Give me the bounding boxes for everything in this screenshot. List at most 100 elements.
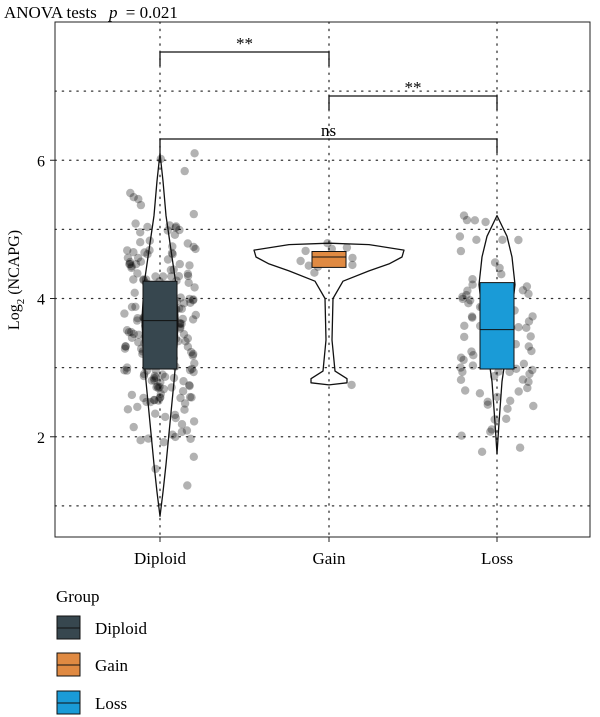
data-point: [123, 253, 133, 262]
data-point: [121, 342, 130, 351]
data-point: [524, 317, 534, 326]
data-point: [159, 438, 168, 447]
data-point: [177, 427, 187, 437]
data-point: [458, 294, 467, 304]
data-point: [129, 329, 138, 339]
data-point: [347, 380, 356, 390]
data-point: [139, 371, 149, 381]
data-point: [190, 149, 199, 158]
data-point: [154, 383, 163, 393]
data-point: [133, 253, 143, 263]
y-tick-label: 6: [37, 153, 45, 170]
data-point: [466, 296, 475, 305]
legend-title: Group: [56, 587, 99, 606]
data-point: [175, 225, 184, 235]
data-point: [495, 263, 504, 273]
data-point: [153, 382, 162, 391]
significance-label: **: [236, 34, 253, 53]
data-point: [170, 410, 180, 420]
data-point: [327, 244, 336, 253]
data-point: [133, 269, 142, 278]
data-point: [514, 387, 523, 396]
data-point: [464, 299, 473, 308]
violin-gain: [253, 242, 405, 386]
data-point: [155, 393, 164, 402]
significance-bracket: [328, 95, 498, 110]
data-point: [131, 302, 140, 311]
violins: [141, 152, 516, 517]
data-point: [124, 328, 134, 337]
data-point: [185, 261, 194, 270]
data-point: [502, 414, 511, 423]
data-point: [132, 316, 142, 325]
data-point: [518, 375, 528, 384]
legend: Group Diploid Gain Loss: [56, 587, 147, 715]
data-point: [179, 299, 189, 308]
data-point: [167, 383, 176, 392]
data-point: [493, 392, 502, 402]
data-point: [456, 246, 466, 256]
data-point: [178, 314, 187, 324]
data-point: [123, 405, 133, 414]
data-point: [129, 422, 138, 432]
data-point: [462, 290, 471, 300]
x-tick-label: Diploid: [134, 549, 186, 568]
box-diploid: [142, 280, 178, 370]
data-point: [180, 166, 189, 176]
data-point: [125, 259, 134, 269]
data-point: [177, 304, 186, 313]
data-point: [184, 278, 193, 287]
data-point: [183, 269, 193, 278]
data-point: [174, 272, 184, 281]
data-point: [458, 367, 467, 377]
data-point: [191, 244, 200, 254]
data-point: [472, 235, 481, 244]
data-point: [136, 228, 145, 237]
data-point: [180, 399, 190, 408]
data-point: [156, 378, 165, 387]
legend-label-loss: Loss: [95, 694, 127, 713]
data-point: [342, 243, 352, 252]
data-point: [524, 342, 533, 351]
data-point: [144, 434, 153, 443]
y-axis-label: Log2 (NCAPG): [6, 230, 27, 330]
data-point: [150, 376, 159, 385]
data-point: [122, 326, 132, 335]
data-point: [120, 366, 129, 375]
data-point: [178, 387, 188, 396]
data-point: [469, 351, 478, 360]
data-point: [127, 302, 137, 312]
data-point: [186, 434, 195, 443]
data-point: [122, 366, 132, 375]
data-point: [127, 262, 136, 271]
data-point: [154, 396, 163, 405]
significance-bracket: [159, 51, 330, 66]
data-point: [505, 367, 514, 377]
data-point: [506, 396, 515, 405]
data-point: [140, 248, 149, 257]
data-point: [131, 219, 140, 228]
data-point: [181, 337, 190, 346]
data-point: [129, 193, 138, 202]
data-point: [185, 365, 195, 375]
data-point: [121, 342, 130, 351]
data-point: [136, 200, 146, 210]
data-point: [189, 367, 198, 377]
data-point: [522, 323, 531, 332]
significance-bracket: [159, 138, 498, 153]
data-point: [456, 375, 466, 384]
data-point: [134, 338, 143, 347]
data-point: [170, 230, 180, 239]
data-point: [528, 365, 537, 375]
data-point: [156, 393, 165, 402]
data-point: [125, 257, 135, 267]
data-point: [348, 253, 357, 263]
data-point: [468, 280, 477, 289]
data-point: [515, 443, 525, 452]
data-point: [139, 393, 148, 403]
data-point: [487, 425, 496, 434]
data-point: [528, 312, 537, 321]
significance-label: **: [405, 78, 422, 97]
data-point: [456, 363, 465, 372]
